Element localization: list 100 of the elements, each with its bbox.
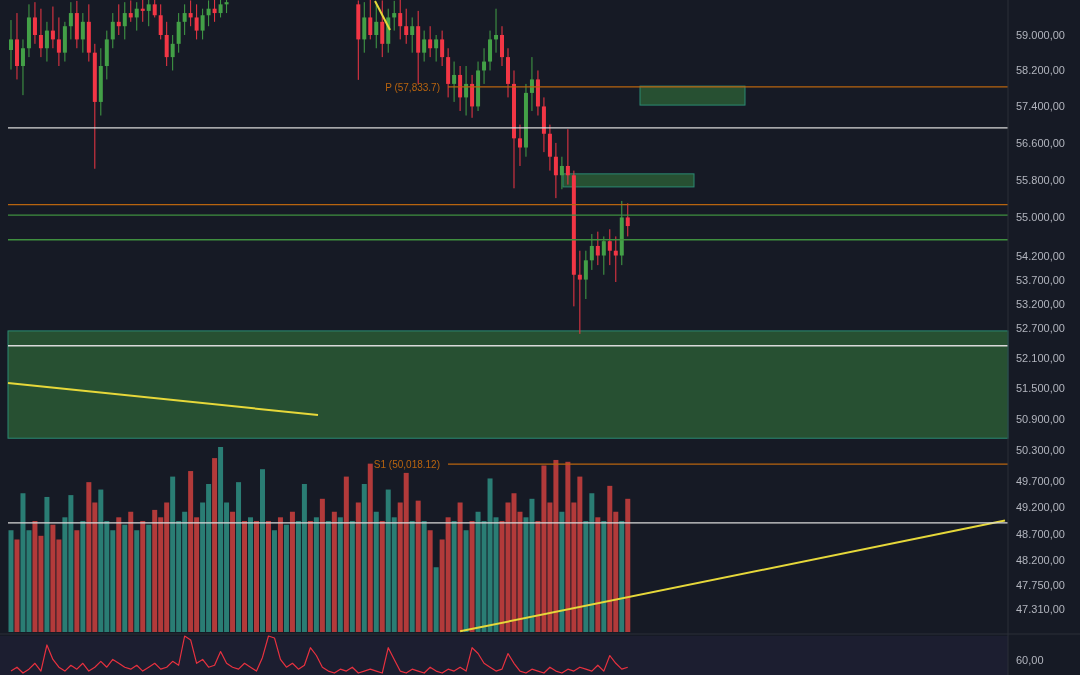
candlestick xyxy=(601,235,606,276)
candlestick xyxy=(44,21,49,63)
candlestick xyxy=(595,231,600,266)
bar xyxy=(433,567,439,632)
y-tick-label: 53.200,00 xyxy=(1016,297,1065,310)
y-tick-label: 51.500,00 xyxy=(1016,382,1065,395)
candlestick xyxy=(488,30,493,71)
y-tick-label: 59.000,00 xyxy=(1016,29,1065,41)
candlestick xyxy=(368,0,373,40)
candlestick xyxy=(434,34,439,63)
y-tick-label: 57.400,00 xyxy=(1016,100,1065,113)
candlestick xyxy=(182,3,187,36)
bar xyxy=(271,530,277,632)
bar xyxy=(421,521,427,632)
bar xyxy=(128,511,134,632)
bar xyxy=(625,498,631,632)
bar xyxy=(307,521,313,632)
y-tick-label: 50.300,00 xyxy=(1016,443,1065,456)
candlestick xyxy=(583,250,588,300)
candlestick xyxy=(410,16,415,54)
y-tick-label: 52.700,00 xyxy=(1016,322,1065,335)
bar xyxy=(277,517,283,632)
candlestick xyxy=(56,16,61,67)
candlestick xyxy=(452,61,457,103)
candlestick xyxy=(128,0,133,23)
candlestick xyxy=(176,12,181,54)
bar xyxy=(134,530,140,632)
y-tick-label: 53.700,00 xyxy=(1016,273,1065,286)
candlestick xyxy=(440,30,445,67)
candlestick xyxy=(565,128,570,186)
bar xyxy=(559,511,565,632)
candlestick xyxy=(553,142,558,199)
candlestick xyxy=(374,3,379,49)
bar xyxy=(230,511,236,632)
y-tick-label: 49.200,00 xyxy=(1016,501,1065,514)
candlestick xyxy=(625,202,630,237)
y-tick-label: 48.200,00 xyxy=(1016,554,1065,567)
bar xyxy=(349,521,355,632)
candlestick xyxy=(80,12,85,54)
bar xyxy=(265,521,271,632)
candlestick xyxy=(50,6,55,49)
bar xyxy=(325,521,331,632)
candlestick xyxy=(134,1,139,32)
bar xyxy=(242,521,248,632)
candlestick xyxy=(422,30,427,63)
bar xyxy=(14,539,20,632)
bar xyxy=(367,463,373,632)
candlestick xyxy=(613,235,618,283)
bar xyxy=(343,476,349,632)
candlestick xyxy=(428,25,433,58)
bar xyxy=(619,521,625,632)
bar xyxy=(463,530,469,632)
bar xyxy=(379,521,385,632)
bar xyxy=(146,524,152,632)
candlestick xyxy=(206,0,211,27)
bar xyxy=(259,469,265,632)
bar xyxy=(355,502,361,632)
candlestick xyxy=(404,8,409,45)
candlestick xyxy=(32,1,37,45)
y-tick-label: 55.800,00 xyxy=(1016,173,1065,186)
y-tick-label: 54.200,00 xyxy=(1016,249,1065,262)
bar xyxy=(319,498,325,632)
candlestick xyxy=(68,1,73,40)
candlestick xyxy=(200,8,205,40)
candlestick xyxy=(517,124,522,167)
candlestick xyxy=(158,3,163,40)
candlestick xyxy=(392,0,397,32)
candlestick xyxy=(170,34,175,71)
bar xyxy=(116,517,122,632)
candlestick xyxy=(547,124,552,172)
bar xyxy=(457,502,463,632)
bar xyxy=(74,530,80,632)
y-tick-label: 48.700,00 xyxy=(1016,527,1065,540)
y-tick-label: 55.000,00 xyxy=(1016,211,1065,224)
y-tick-label: 50.900,00 xyxy=(1016,412,1065,425)
y-tick-label: 47.310,00 xyxy=(1016,602,1065,615)
bar xyxy=(122,524,128,632)
bar xyxy=(248,517,254,632)
y-tick-label: 56.600,00 xyxy=(1016,136,1065,149)
bar xyxy=(373,511,379,632)
candlestick xyxy=(500,25,505,67)
y-tick-label: 52.100,00 xyxy=(1016,352,1065,365)
bar xyxy=(254,521,259,632)
bar xyxy=(313,517,319,632)
candlestick xyxy=(398,0,403,40)
bar xyxy=(415,500,421,632)
bar xyxy=(409,521,415,632)
candlestick xyxy=(559,156,564,190)
candlestick xyxy=(362,1,367,54)
bar xyxy=(451,521,457,632)
candlestick xyxy=(20,38,25,96)
text: 60,00 xyxy=(1016,654,1044,666)
bar xyxy=(361,484,367,632)
candlestick xyxy=(164,21,169,67)
candlestick xyxy=(188,0,193,27)
ref-line-label: P (57,833.7) xyxy=(385,81,440,93)
bar xyxy=(236,482,242,632)
candlestick xyxy=(577,250,582,335)
y-tick-label: 58.200,00 xyxy=(1016,64,1065,77)
candlestick xyxy=(146,0,151,27)
